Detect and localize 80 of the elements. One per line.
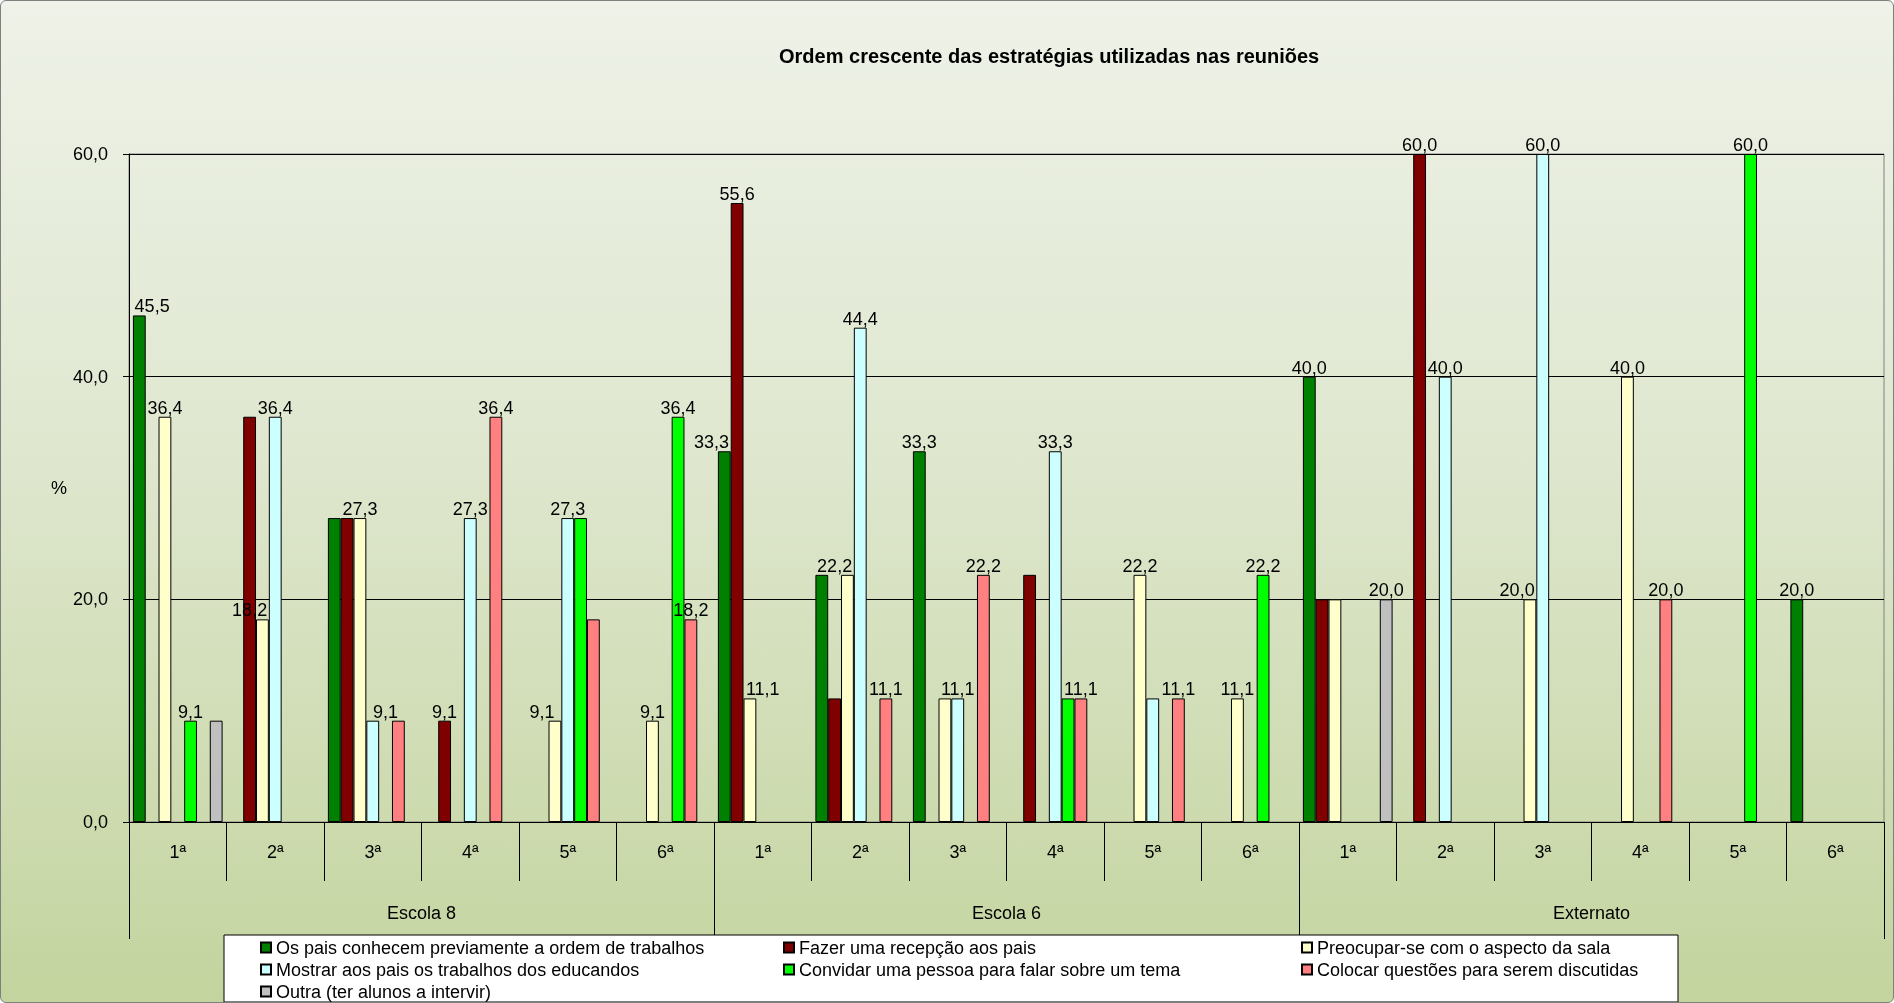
data-label: 11,1 [1161,679,1196,700]
data-label: 20,0 [1779,580,1815,601]
data-label: 36,4 [478,397,514,418]
data-label: 22,2 [1245,555,1281,576]
x-tick-label: 5ª [1729,842,1747,862]
text: Escola 8 [386,903,457,923]
data-label: 20,0 [1648,580,1684,601]
bar [184,720,197,822]
data-label: 27,3 [452,499,488,520]
x-tick-label: 4ª [1631,842,1649,862]
x-tick-label: 5ª [1144,842,1162,862]
x-tick-label: 5ª [559,842,577,862]
x-tick-label: 4ª [1046,842,1064,862]
text: Externato [1552,903,1631,923]
data-label: 22,2 [817,555,853,576]
data-label: 27,3 [550,499,586,520]
data-label: 22,2 [965,555,1001,576]
data-label: 33,3 [693,432,730,453]
text: Escola 6 [971,903,1042,923]
bar [646,720,659,822]
data-label: 40,0 [1609,357,1645,378]
data-label: 45,5 [134,296,170,317]
bar [391,720,405,822]
data-label: 44,4 [842,308,878,329]
data-label: 11,1 [869,679,903,700]
x-tick-label: 1ª [169,842,187,862]
chart-title: Ordem crescente das estratégias utilizadas nas reuniões [779,45,1320,67]
bar [438,720,452,822]
x-tick-label: 6ª [656,842,674,862]
legend-label: Convidar uma pessoa para falar sobre um tema [799,959,1182,980]
x-tick-label: 1ª [754,842,772,862]
legend-label: Mostrar aos pais os trabalhos dos educandos [276,959,640,980]
x-tick-label: 1ª [1339,842,1357,862]
data-label: 20,0 [1368,580,1404,601]
x-tick-label: 3ª [364,842,382,862]
y-tick-label: 40,0 [72,366,108,387]
legend-label: Preocupar-se com o aspecto da sala [1317,937,1612,958]
x-tick-label: 2ª [851,842,869,862]
y-axis-title: % [51,478,68,498]
x-tick-label: 6ª [1826,842,1844,862]
data-label: 33,3 [1037,432,1073,453]
data-label: 11,1 [1064,679,1098,700]
y-tick-label: 20,0 [72,589,108,610]
data-label: 27,3 [342,499,378,520]
legend-label: Colocar questões para serem discutidas [1317,959,1639,980]
data-label: 60,0 [1402,135,1438,155]
data-label: 60,0 [1525,135,1561,155]
data-label: 60,0 [1733,135,1769,155]
x-tick-label: 2ª [1436,842,1454,862]
legend-label: Os pais conhecem previamente a ordem de trabalhos [276,937,705,958]
data-label: 40,0 [1427,357,1463,378]
data-label: 11,1 [940,679,975,700]
bar [879,698,893,822]
data-label: 36,4 [660,397,696,418]
data-label: 55,6 [719,183,755,204]
x-tick-label: 3ª [949,842,967,862]
data-label: 20,0 [1499,580,1535,601]
bar [1231,698,1244,822]
legend-label: Fazer uma recepção aos pais [799,937,1037,958]
data-label: 36,4 [257,397,293,418]
data-label: 33,3 [901,432,937,453]
data-label: 36,4 [147,397,183,418]
bar [1171,698,1185,822]
data-label: 22,2 [1122,555,1158,576]
bar [209,720,223,822]
y-tick-label: 0,0 [82,812,108,832]
legend-label: Outra (ter alunos a intervir) [276,981,492,1002]
data-label: 9,1 [529,701,555,722]
data-label: 9,1 [432,701,458,722]
x-tick-label: 4ª [461,842,479,862]
data-label: 9,1 [639,701,665,722]
x-tick-label: 6ª [1241,842,1259,862]
data-label: 11,1 [1220,679,1255,700]
data-label: 11,1 [745,679,780,700]
x-tick-label: 2ª [266,842,284,862]
data-label: 9,1 [178,701,204,722]
x-tick-label: 3ª [1534,842,1552,862]
y-tick-label: 60,0 [72,144,108,164]
data-label: 40,0 [1291,357,1327,378]
data-label: 9,1 [373,701,399,722]
